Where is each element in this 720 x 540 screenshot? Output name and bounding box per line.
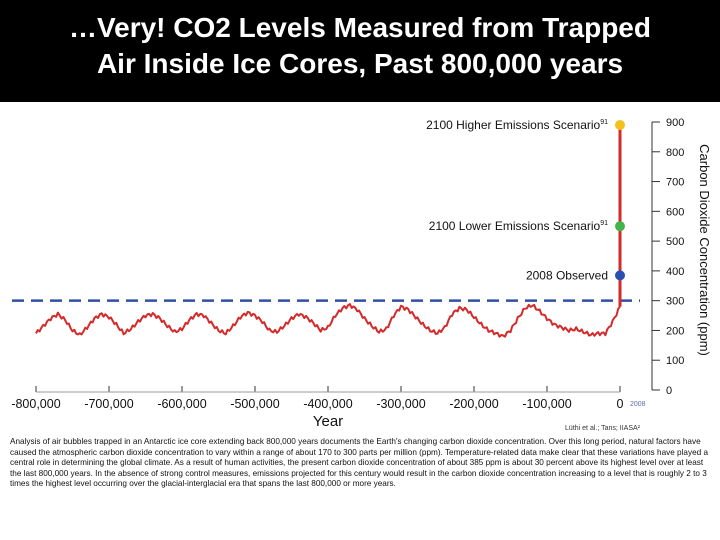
x-tick-label: -500,000 [230, 397, 279, 411]
higher-emissions-superscript: 91 [600, 119, 608, 126]
lower-emissions-point [615, 221, 625, 232]
year-2008-label: 2008 [630, 401, 646, 408]
y-tick-label: 400 [666, 266, 684, 278]
y-tick-label: 900 [666, 117, 684, 129]
chart-panel [0, 102, 720, 540]
x-tick-label: -400,000 [303, 397, 352, 411]
x-tick-label: -200,000 [449, 397, 498, 411]
higher-emissions-point [615, 119, 625, 130]
y-tick-label: 600 [666, 206, 684, 218]
title-line-1: …Very! CO2 Levels Measured from Trapped [69, 12, 651, 43]
title-line-2: Air Inside Ice Cores, Past 800,000 years [96, 48, 624, 79]
x-tick-label: -300,000 [376, 397, 425, 411]
y-tick-label: 700 [666, 177, 684, 189]
y-tick-label: 500 [666, 236, 684, 248]
y-tick-label: 800 [666, 147, 684, 159]
x-tick-label: 0 [617, 397, 624, 411]
x-tick-label: -800,000 [11, 397, 60, 411]
lower-emissions-label: 2100 Lower Emissions Scenario91 [429, 219, 608, 233]
y-tick-label: 0 [666, 385, 672, 397]
x-tick-label: -600,000 [157, 397, 206, 411]
slide-title: …Very! CO2 Levels Measured from Trapped … [0, 0, 720, 102]
x-tick-label: -100,000 [522, 397, 571, 411]
lower-emissions-label-text: 2100 Lower Emissions Scenario [429, 219, 601, 233]
source-credit: Lüthi et al.; Tans; IIASA² [565, 425, 641, 432]
y-axis-title: Carbon Dioxide Concentration (ppm) [697, 144, 712, 356]
y-tick-label: 200 [666, 325, 684, 337]
observed-2008-label-text: 2008 Observed [526, 268, 608, 282]
caption-text: Analysis of air bubbles trapped in an An… [10, 437, 709, 489]
y-tick-label: 300 [666, 296, 684, 308]
y-tick-label: 100 [666, 355, 684, 367]
x-axis-title: Year [313, 413, 343, 430]
higher-emissions-label-text: 2100 Higher Emissions Scenario [426, 118, 600, 132]
co2-series-line [35, 303, 621, 338]
observed-2008-label: 2008 Observed [526, 268, 608, 282]
x-tick-label: -700,000 [84, 397, 133, 411]
higher-emissions-label: 2100 Higher Emissions Scenario91 [426, 118, 608, 132]
observed-2008-point [615, 270, 625, 281]
lower-emissions-superscript: 91 [600, 220, 608, 227]
